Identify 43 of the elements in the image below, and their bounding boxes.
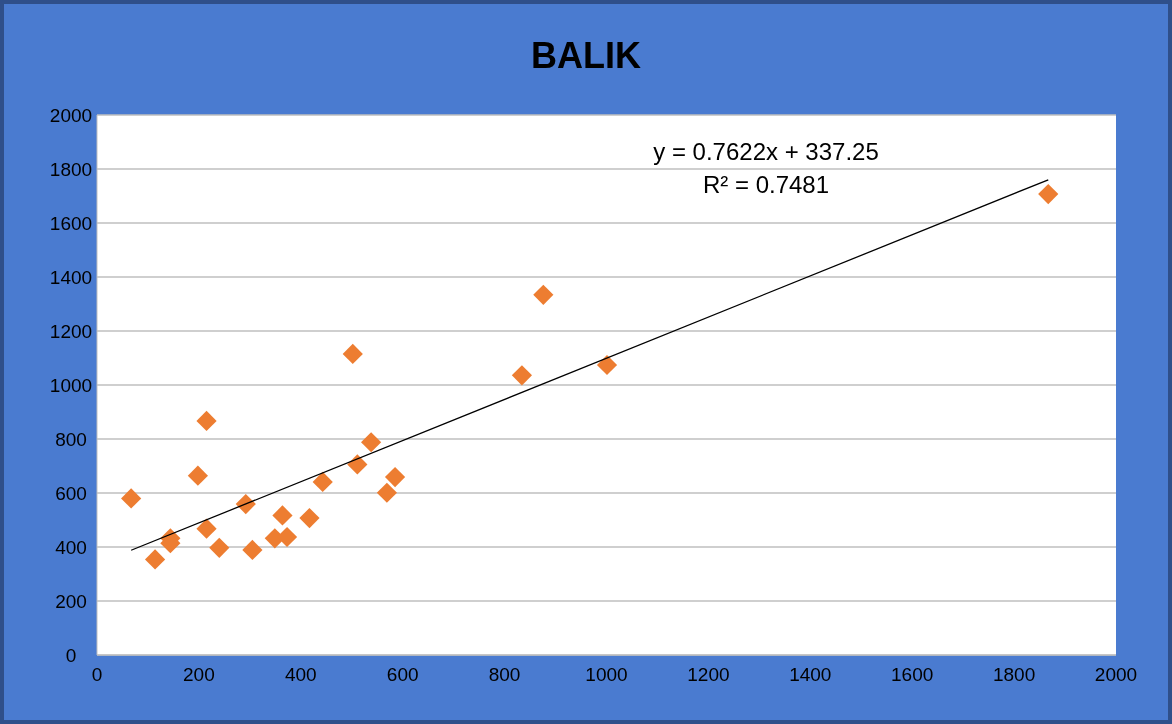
x-tick-label: 800 bbox=[488, 664, 521, 685]
point bbox=[196, 410, 217, 432]
point bbox=[299, 508, 320, 529]
point bbox=[187, 465, 208, 486]
y-tick-label: 200 bbox=[55, 590, 87, 612]
point bbox=[376, 482, 397, 503]
y-tick-label: 400 bbox=[55, 536, 87, 558]
point bbox=[347, 454, 368, 475]
y-tick-label: 800 bbox=[55, 428, 87, 450]
y-tick-label: 600 bbox=[55, 482, 87, 504]
x-tick-label: 400 bbox=[284, 664, 317, 685]
x-tick-label: 600 bbox=[386, 664, 419, 685]
x-tick-label: 1000 bbox=[585, 664, 628, 685]
x-tick-label: 1400 bbox=[789, 664, 832, 685]
x-tick-label: 2000 bbox=[1094, 664, 1138, 685]
point bbox=[511, 365, 533, 386]
point bbox=[144, 549, 166, 570]
y-tick-label: 0 bbox=[65, 644, 77, 666]
x-tick-label: 200 bbox=[183, 664, 215, 685]
chart-title: BALIK bbox=[531, 35, 641, 76]
x-tick-label: 1200 bbox=[687, 664, 730, 685]
point bbox=[121, 488, 142, 509]
y-tick-label: 1000 bbox=[49, 374, 93, 396]
point bbox=[342, 343, 363, 365]
point bbox=[272, 505, 293, 526]
y-tick-label: 2000 bbox=[49, 104, 93, 126]
annotation: R² = 0.7481 bbox=[702, 171, 830, 198]
point bbox=[1038, 184, 1059, 205]
point bbox=[242, 539, 263, 561]
point bbox=[533, 284, 554, 305]
annotation: y = 0.7622x + 337.25 bbox=[653, 138, 879, 165]
x-tick-label: 1800 bbox=[992, 664, 1036, 685]
y-tick-label: 1400 bbox=[49, 266, 93, 288]
point bbox=[361, 432, 382, 453]
point bbox=[596, 354, 618, 376]
y-tick-label: 1600 bbox=[49, 212, 93, 234]
point bbox=[312, 471, 333, 493]
y-tick-label: 1800 bbox=[49, 158, 93, 180]
x-tick-label: 1600 bbox=[891, 664, 934, 685]
point bbox=[384, 466, 406, 488]
y-tick-label: 1200 bbox=[49, 320, 93, 342]
point bbox=[209, 537, 230, 558]
point bbox=[196, 518, 217, 539]
